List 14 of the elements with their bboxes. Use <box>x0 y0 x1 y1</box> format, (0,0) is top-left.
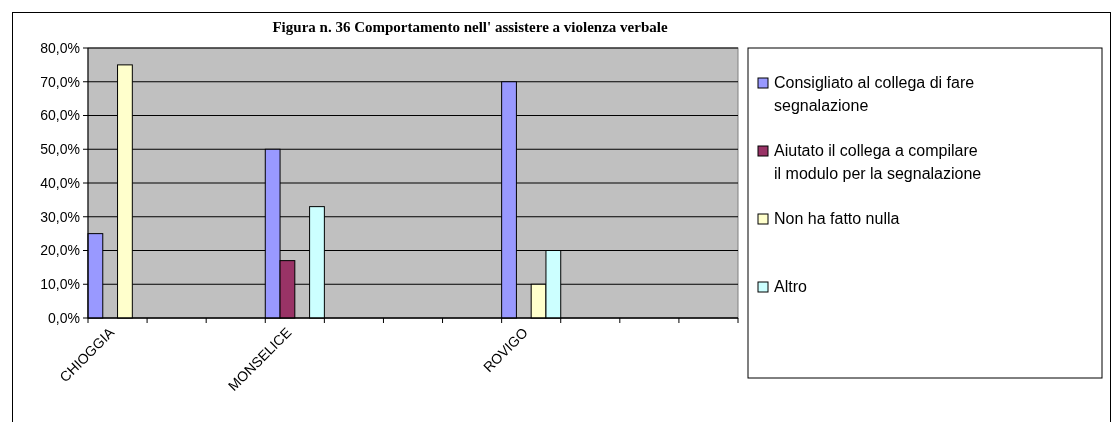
y-tick-label: 40,0% <box>40 174 80 191</box>
legend-label: Aiutato il collega a compilare il modulo per la segnalazione <box>774 142 982 182</box>
y-tick-label: 30,0% <box>40 208 80 225</box>
y-tick-label: 0,0% <box>48 309 80 326</box>
y-tick-label: 10,0% <box>40 276 80 293</box>
legend-label: Altro <box>774 278 807 295</box>
y-tick-label: 60,0% <box>40 107 80 124</box>
y-tick-label: 20,0% <box>40 242 80 259</box>
y-tick-label: 80,0% <box>40 39 80 56</box>
legend-label: Consigliato al collega di fare segnalazione <box>774 74 975 114</box>
legend-label: Non ha fatto nulla <box>774 210 900 227</box>
y-tick-label: 50,0% <box>40 141 80 158</box>
chart-title: Figura n. 36 Comportamento nell' assistere a violenza verbale <box>272 19 668 35</box>
y-tick-label: 70,0% <box>40 73 80 90</box>
